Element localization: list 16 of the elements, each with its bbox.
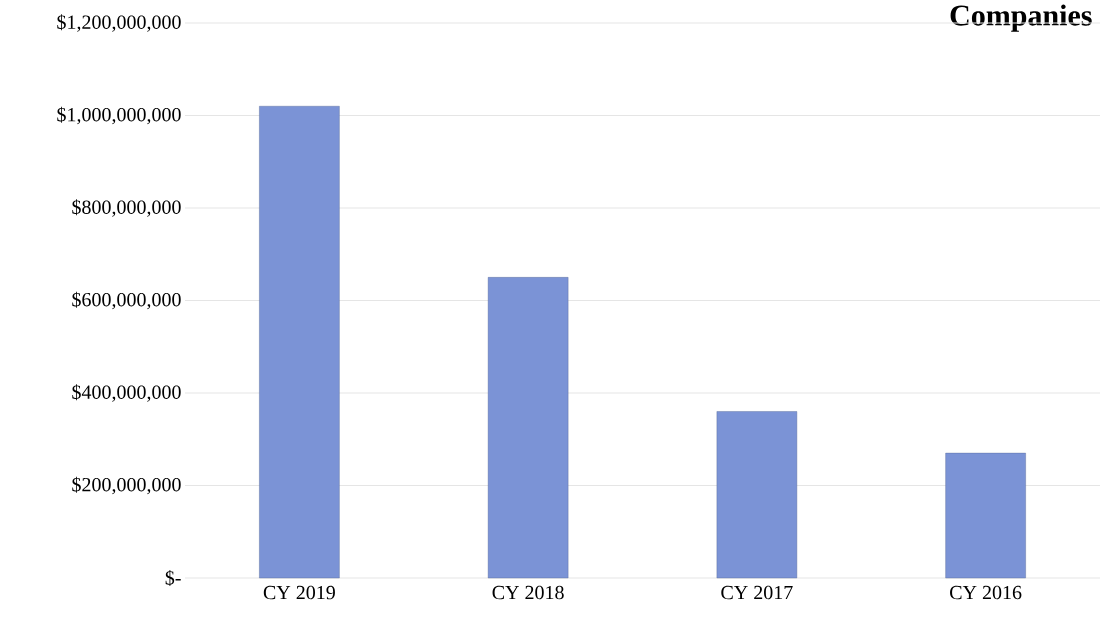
bar xyxy=(716,411,798,579)
x-tick-label: CY 2016 xyxy=(950,585,1022,600)
y-tick-label: $1,000,000,000 xyxy=(57,106,181,125)
y-tick-label: $200,000,000 xyxy=(72,476,181,495)
x-tick-label: CY 2019 xyxy=(263,585,335,600)
x-tick-label: CY 2017 xyxy=(721,585,793,600)
x-tick-label: CY 2018 xyxy=(492,585,564,600)
bar xyxy=(259,106,340,579)
bar xyxy=(945,452,1026,579)
y-tick-label: $600,000,000 xyxy=(72,291,181,310)
bar xyxy=(487,277,569,579)
y-tick-label: $800,000,000 xyxy=(72,199,181,217)
y-tick-label: $1,200,000,000 xyxy=(57,14,181,32)
chart-title: Companies xyxy=(950,4,1092,32)
y-tick-label: $- xyxy=(165,570,181,586)
y-tick-label: $400,000,000 xyxy=(72,384,181,402)
